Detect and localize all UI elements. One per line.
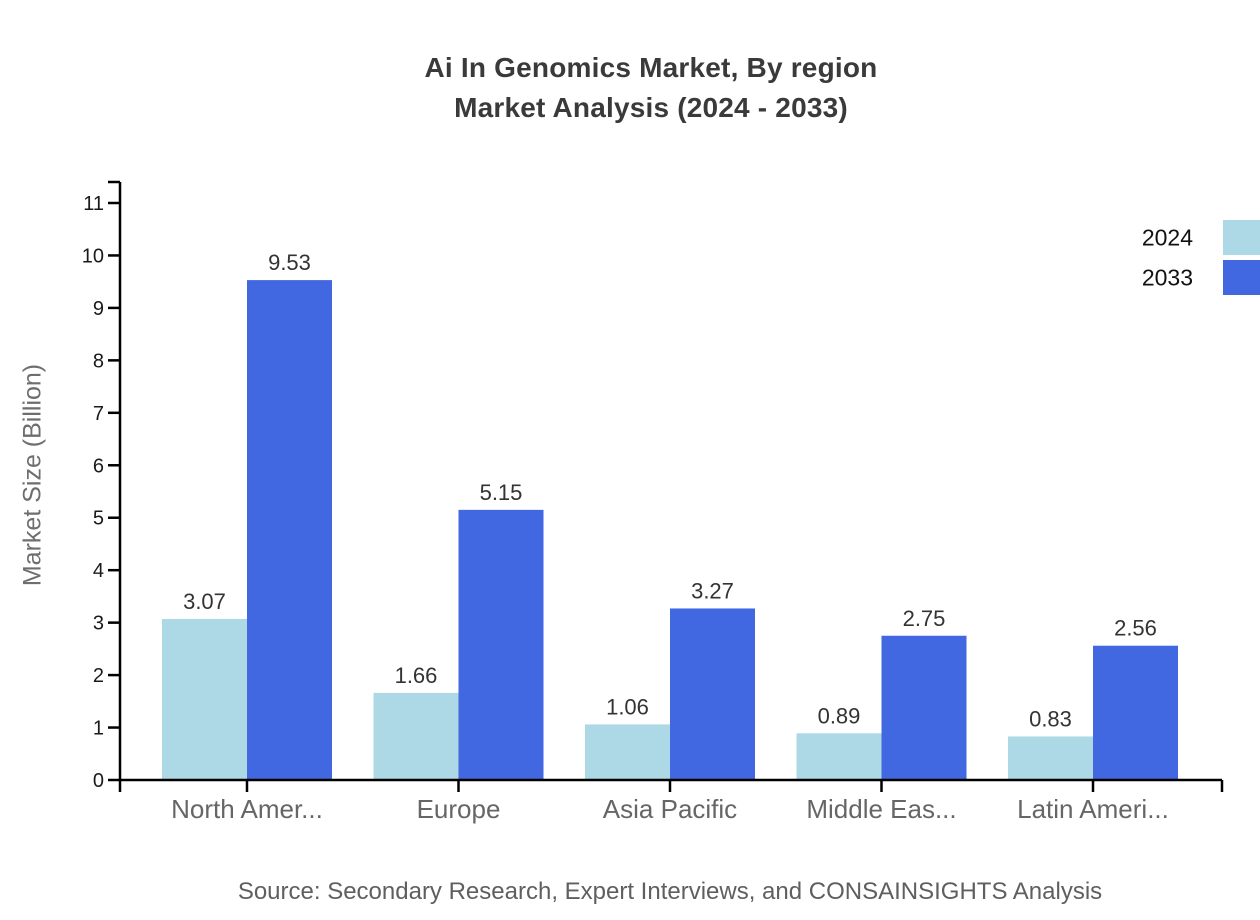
bar-value-label: 0.89 xyxy=(818,703,861,728)
y-tick-label: 6 xyxy=(93,455,104,477)
bar-value-label: 2.56 xyxy=(1114,616,1157,641)
y-axis-title: Market Size (Billion) xyxy=(18,363,47,587)
y-tick-label: 4 xyxy=(93,560,104,582)
chart-title-line2: Market Analysis (2024 - 2033) xyxy=(454,92,848,123)
bar-value-label: 0.83 xyxy=(1029,706,1072,731)
bar-2024-3[interactable] xyxy=(796,733,882,780)
bar-2024-0[interactable] xyxy=(162,618,247,780)
bar-value-label: 2.75 xyxy=(903,606,946,631)
bar-2033-2[interactable] xyxy=(670,608,755,780)
bar-2033-1[interactable] xyxy=(458,509,544,780)
y-tick-label: 5 xyxy=(93,508,104,530)
x-category-label: Europe xyxy=(417,794,501,824)
x-category-label: Latin Ameri... xyxy=(1017,794,1169,824)
legend: 2024 2033 xyxy=(1142,220,1260,300)
bar-value-label: 1.66 xyxy=(395,663,438,688)
bar-value-label: 1.06 xyxy=(606,694,649,719)
bar-value-label: 3.27 xyxy=(691,578,734,603)
legend-swatch xyxy=(1223,260,1260,295)
y-tick-label: 10 xyxy=(82,245,104,267)
legend-label: 2033 xyxy=(1141,264,1193,290)
y-tick-label: 3 xyxy=(93,613,104,635)
y-tick-label: 7 xyxy=(93,403,104,425)
legend-item-2033[interactable]: 2033 xyxy=(1142,260,1260,295)
y-tick-label: 2 xyxy=(93,665,104,687)
bar-2024-2[interactable] xyxy=(585,724,670,780)
bar-value-label: 9.53 xyxy=(268,250,311,275)
legend-swatch xyxy=(1223,220,1260,255)
bar-2024-1[interactable] xyxy=(373,692,459,780)
bar-2033-4[interactable] xyxy=(1093,645,1178,780)
bar-2024-4[interactable] xyxy=(1008,736,1093,780)
y-tick-label: 11 xyxy=(83,193,104,215)
source-note: Source: Secondary Research, Expert Inter… xyxy=(237,878,1103,905)
legend-label: 2024 xyxy=(1141,224,1193,250)
y-tick-label: 1 xyxy=(93,718,104,740)
y-tick-label: 8 xyxy=(93,350,104,372)
x-category-label: Middle Eas... xyxy=(806,794,956,824)
y-tick-label: 9 xyxy=(93,298,104,320)
x-category-label: Asia Pacific xyxy=(603,794,737,824)
y-tick-label: 0 xyxy=(93,770,104,792)
bar-2033-0[interactable] xyxy=(247,280,332,780)
bar-2033-3[interactable] xyxy=(881,635,967,780)
bar-value-label: 3.07 xyxy=(183,589,226,614)
x-category-label: North Amer... xyxy=(171,794,323,824)
bar-value-label: 5.15 xyxy=(480,480,523,505)
chart-title-line1: Ai In Genomics Market, By region xyxy=(424,52,878,83)
chart-title: Ai In Genomics Market, By region Market … xyxy=(20,48,1260,128)
legend-item-2024[interactable]: 2024 xyxy=(1142,220,1260,255)
